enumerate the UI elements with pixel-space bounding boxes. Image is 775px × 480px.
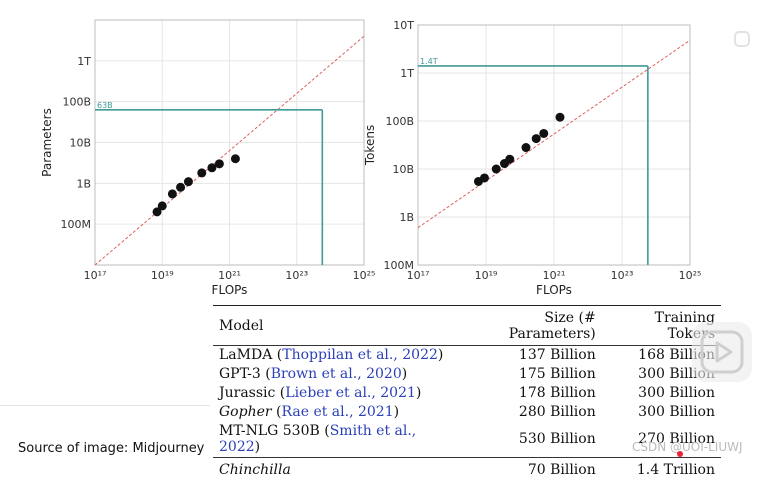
model-name: GPT-3 (219, 366, 261, 382)
citation-link[interactable]: Thoppilan et al., 2022 (282, 347, 438, 363)
model-name: MT-NLG 530B (219, 423, 320, 439)
data-point (158, 201, 167, 210)
model-name-cell: Gopher (Rae et al., 2021) (213, 403, 452, 422)
header-model: Model (213, 306, 452, 346)
tokens-cell: 1.4 Trillion (602, 458, 721, 480)
play-button[interactable] (692, 322, 752, 382)
y-tick-label: 1T (77, 55, 91, 68)
model-name: Gopher (219, 404, 272, 420)
source-caption: Source of image: Midjourney (18, 441, 204, 456)
model-name: Jurassic (219, 385, 275, 401)
model-name-cell: MT-NLG 530B (Smith et al., 2022) (213, 422, 452, 458)
y-tick-label: 10T (393, 19, 414, 32)
data-point (215, 159, 224, 168)
y-tick-label: 100B (62, 96, 91, 109)
tokens-cell: 300 Billion (602, 384, 721, 403)
data-point (168, 189, 177, 198)
x-tick-label: 10¹⁷ (84, 269, 107, 282)
model-name-cell: LaMDA (Thoppilan et al., 2022) (213, 346, 452, 366)
y-tick-label: 1B (399, 211, 414, 224)
data-point (555, 113, 564, 122)
citation-link[interactable]: Brown et al., 2020 (271, 366, 402, 382)
red-dot-icon (677, 451, 683, 457)
citation-link[interactable]: Lieber et al., 2021 (285, 385, 416, 401)
data-point (505, 155, 514, 164)
projection-label: 63B (97, 101, 113, 110)
size-cell: 70 Billion (452, 458, 602, 480)
model-name-cell: Jurassic (Lieber et al., 2021) (213, 384, 452, 403)
divider-line (0, 405, 210, 406)
y-tick-label: 100B (385, 115, 414, 128)
y-tick-label: 100M (61, 218, 92, 231)
size-cell: 175 Billion (452, 365, 602, 384)
x-tick-label: 10²⁵ (679, 269, 702, 282)
overlay-icon[interactable] (733, 30, 751, 48)
x-tick-label: 10²¹ (218, 269, 241, 282)
size-cell: 530 Billion (452, 422, 602, 458)
data-point (521, 143, 530, 152)
model-name-cell: GPT-3 (Brown et al., 2020) (213, 365, 452, 384)
table-row: Jurassic (Lieber et al., 2021)178 Billio… (213, 384, 721, 403)
x-axis-label: FLOPs (536, 283, 572, 297)
data-point (231, 154, 240, 163)
y-tick-label: 10B (69, 137, 91, 150)
data-point (480, 173, 489, 182)
size-cell: 137 Billion (452, 346, 602, 366)
data-point (532, 134, 541, 143)
data-point (492, 165, 501, 174)
data-point (539, 129, 548, 138)
size-cell: 280 Billion (452, 403, 602, 422)
y-axis-label: Parameters (40, 108, 54, 177)
x-tick-label: 10²¹ (543, 269, 566, 282)
x-tick-label: 10²³ (285, 269, 308, 282)
header-size: Size (# Parameters) (452, 306, 602, 346)
x-tick-label: 10¹⁹ (151, 269, 174, 282)
citation-link[interactable]: Rae et al., 2021 (282, 404, 394, 420)
x-tick-label: 10¹⁹ (475, 269, 498, 282)
x-tick-label: 10²³ (611, 269, 634, 282)
y-tick-label: 1B (76, 177, 91, 190)
data-point (184, 177, 193, 186)
play-icon (692, 322, 752, 382)
data-point (197, 168, 206, 177)
table-row: LaMDA (Thoppilan et al., 2022)137 Billio… (213, 346, 721, 366)
x-axis-label: FLOPs (212, 283, 248, 297)
table-header-row: Model Size (# Parameters) Training Toker… (213, 306, 721, 346)
watermark-text: CSDN @UOI-LIUWJ (632, 440, 743, 454)
projection-label: 1.4T (420, 57, 438, 66)
size-cell: 178 Billion (452, 384, 602, 403)
data-point (176, 183, 185, 192)
y-axis-label: Tokens (363, 125, 377, 166)
tokens-cell: 300 Billion (602, 403, 721, 422)
model-name-cell: Chinchilla (213, 458, 452, 480)
y-tick-label: 100M (384, 259, 415, 272)
model-name: LaMDA (219, 347, 272, 363)
y-tick-label: 1T (400, 67, 414, 80)
y-tick-label: 10B (392, 163, 414, 176)
